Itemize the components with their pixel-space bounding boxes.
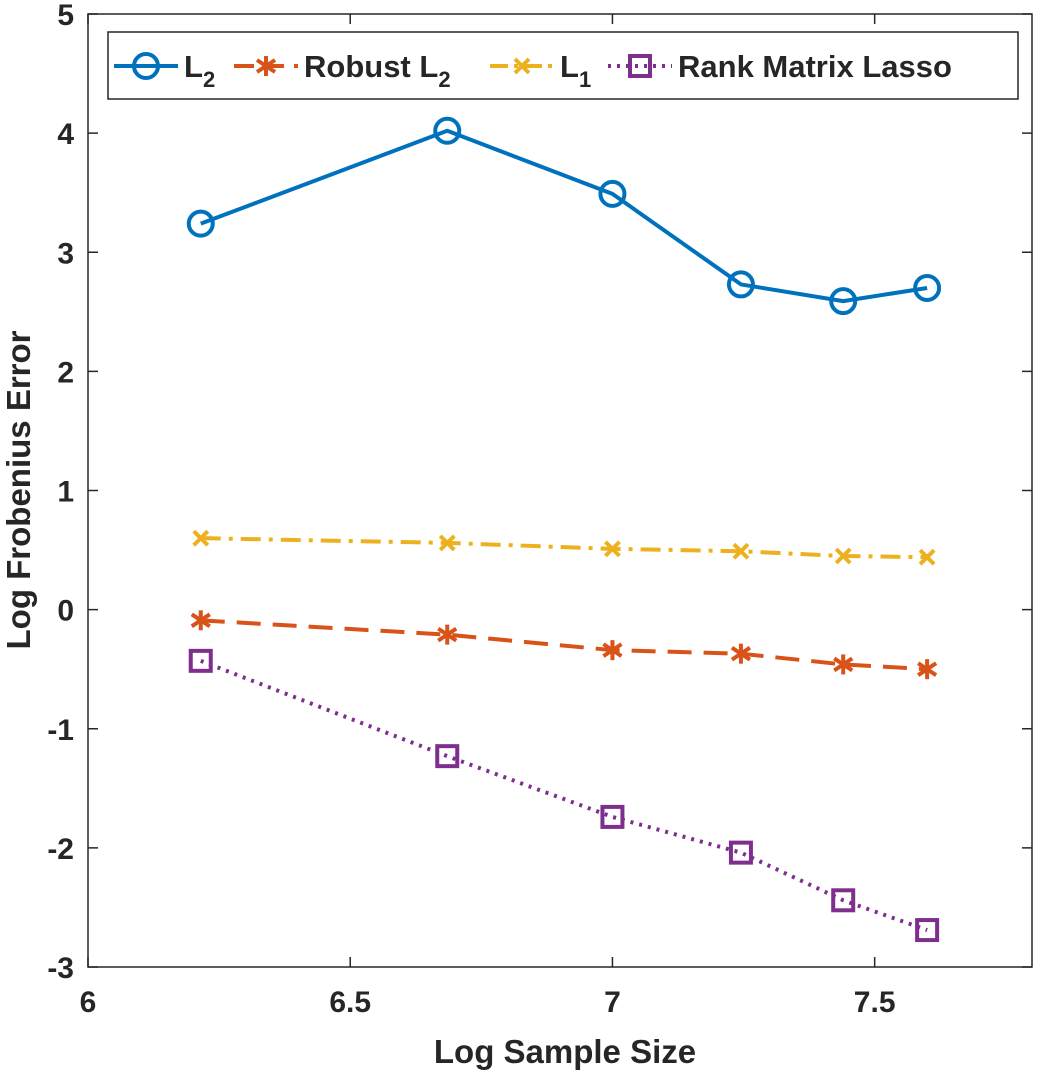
x-axis: 6 6.5 7 7.5 — [80, 14, 896, 1019]
x-axis-label: Log Sample Size — [434, 1033, 696, 1070]
point-square — [435, 744, 460, 769]
marker-asterisk — [190, 610, 211, 631]
marker-x — [513, 57, 531, 75]
x-tick-label: 7.5 — [854, 986, 896, 1019]
legend-subscript: 2 — [203, 67, 215, 92]
y-tick-label: 4 — [57, 118, 74, 151]
marker-asterisk — [833, 654, 854, 675]
point-square — [188, 648, 213, 673]
marker-asterisk — [255, 56, 277, 76]
marker-asterisk — [437, 624, 458, 645]
marker-circle — [913, 273, 942, 302]
point-x-b — [192, 529, 210, 547]
marker-square — [728, 840, 753, 865]
point-x-b — [604, 540, 621, 558]
point-square — [628, 54, 652, 78]
point-circle — [186, 209, 215, 238]
y-tick-label: 2 — [57, 356, 74, 389]
y-tick-label: -2 — [47, 833, 74, 866]
marker-circle — [598, 179, 627, 208]
point-ast-b — [730, 646, 752, 662]
point-square — [728, 840, 753, 865]
marker-circle — [186, 209, 215, 238]
y-axis-label: Log Frobenius Error — [0, 330, 37, 649]
point-x-b — [834, 547, 852, 565]
marker-x — [438, 534, 456, 552]
point-square — [831, 888, 856, 913]
point-x-b — [438, 534, 456, 552]
series-0 — [186, 116, 942, 316]
y-tick-label: 5 — [57, 0, 74, 32]
point-circle — [829, 287, 858, 316]
point-circle — [433, 116, 462, 145]
marker-asterisk — [730, 643, 752, 664]
legend-subscript: 1 — [579, 67, 591, 92]
legend-entry-3: Rank Matrix Lasso — [608, 49, 952, 84]
series-line — [200, 128, 928, 304]
marker-square — [831, 888, 856, 913]
y-tick-label: 3 — [57, 237, 74, 270]
series-3 — [188, 648, 940, 943]
marker-x — [604, 540, 621, 558]
point-square — [915, 918, 940, 943]
marker-circle — [726, 270, 755, 299]
series-line — [200, 658, 928, 932]
y-tick-label: 0 — [57, 595, 74, 628]
legend-subscript: 2 — [438, 67, 450, 92]
point-ast-b — [833, 656, 854, 673]
point-circle — [913, 273, 942, 302]
legend: L2 Robust L2 L1 Rank Matrix Lasso — [107, 31, 1019, 100]
series-line — [200, 536, 928, 560]
point-ast-b — [190, 612, 211, 629]
marker-square — [628, 54, 652, 78]
marker-square — [188, 648, 213, 673]
marker-square — [600, 804, 625, 829]
plot-area — [87, 13, 1033, 968]
point-x-b — [513, 57, 531, 75]
marker-x — [834, 547, 852, 565]
point-circle — [726, 270, 755, 299]
marker-asterisk — [602, 640, 623, 661]
point-ast-b — [437, 626, 458, 643]
series-1 — [190, 610, 938, 680]
point-x-b — [732, 542, 750, 560]
series-2 — [192, 529, 936, 566]
marker-asterisk — [917, 659, 938, 680]
y-tick-label: -3 — [47, 952, 74, 985]
marker-circle — [132, 52, 160, 80]
marker-circle — [829, 287, 858, 316]
point-ast-b — [602, 642, 623, 658]
series-line — [200, 618, 928, 672]
marker-x — [918, 548, 936, 566]
point-circle — [598, 179, 627, 208]
point-square — [600, 804, 625, 829]
series-layer — [186, 116, 942, 943]
point-ast-b — [255, 58, 277, 74]
point-ast-b — [917, 661, 938, 677]
legend-label: Rank Matrix Lasso — [678, 49, 952, 84]
x-tick-label: 6 — [80, 986, 97, 1019]
point-x-b — [918, 548, 936, 566]
y-tick-label: 1 — [57, 476, 74, 509]
point-circle — [132, 52, 160, 80]
marker-x — [732, 542, 750, 560]
y-axis: -3 -2 -1 0 1 2 3 4 5 — [47, 0, 1032, 985]
x-tick-label: 6.5 — [329, 986, 371, 1019]
y-tick-label: -1 — [47, 714, 74, 747]
marker-circle — [433, 116, 462, 145]
marker-x — [192, 529, 210, 547]
marker-square — [915, 918, 940, 943]
x-tick-label: 7 — [604, 986, 621, 1019]
marker-square — [435, 744, 460, 769]
legend-box — [107, 31, 1019, 100]
